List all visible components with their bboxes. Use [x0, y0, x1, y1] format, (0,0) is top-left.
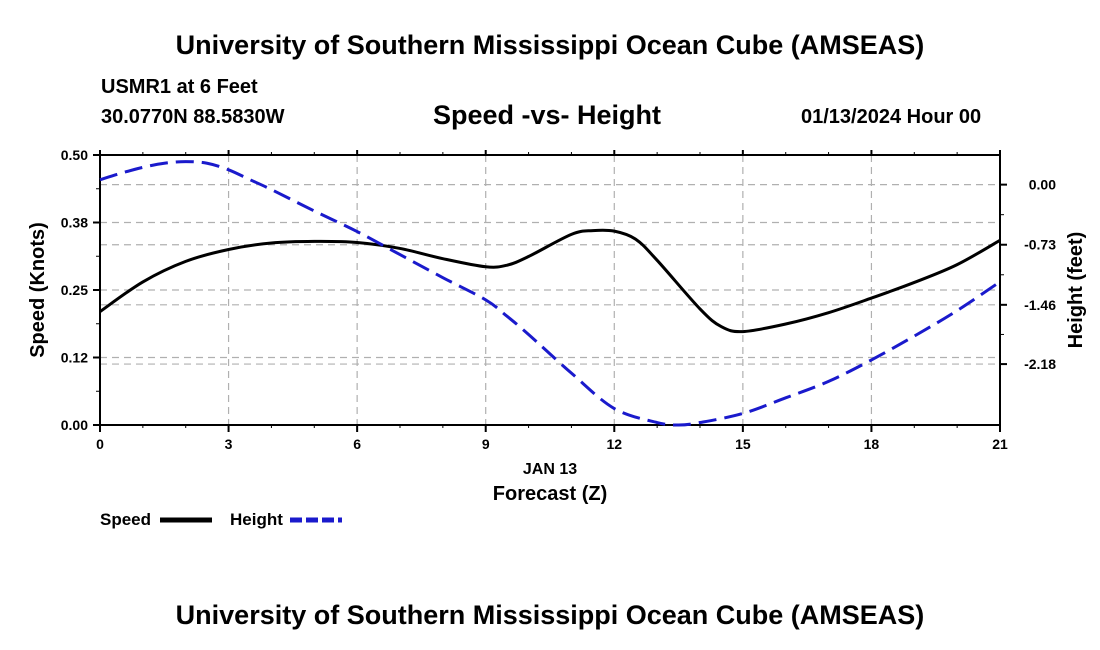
y2-tick-label: -2.18: [1024, 356, 1056, 372]
x-tick-label: 0: [96, 436, 104, 452]
x-tick-label: 9: [482, 436, 490, 452]
tick-labels: 0 3 6 9 12 15 18 21 0.00 0.12 0.25 0.38 0.50 0.00 -0.7…: [61, 147, 1056, 452]
footer-title: University of Southern Mississippi Ocean…: [175, 600, 925, 630]
plot-title: Speed -vs- Height: [433, 100, 662, 130]
y-tick-label: 0.25: [61, 282, 88, 298]
main-title: University of Southern Mississippi Ocean…: [175, 30, 925, 60]
x-tick-label: 6: [353, 436, 361, 452]
y-tick-label: 0.12: [61, 350, 88, 366]
x-tick-label: 3: [225, 436, 233, 452]
y2-tick-label: -1.46: [1024, 297, 1056, 313]
date-label: 01/13/2024 Hour 00: [801, 106, 982, 128]
y2-tick-label: 0.00: [1029, 177, 1056, 193]
station-label: USMR1 at 6 Feet: [101, 76, 258, 98]
legend-speed-label: Speed: [100, 510, 151, 529]
x-tick-label: 18: [864, 436, 880, 452]
y2-tick-label: -0.73: [1024, 237, 1056, 253]
y-tick-label: 0.38: [61, 215, 88, 231]
y-axis-title: Speed (Knots): [27, 222, 49, 358]
height-series-line: [99, 160, 1001, 427]
y2-axis-title: Height (feet): [1065, 232, 1087, 349]
x-axis-date-label: JAN 13: [523, 461, 577, 478]
location-label: 30.0770N 88.5830W: [101, 106, 285, 128]
axis-ticks: [93, 150, 1007, 432]
data-series: [99, 160, 1001, 427]
grid-lines: [100, 155, 1000, 425]
x-tick-label: 21: [992, 436, 1008, 452]
y-tick-label: 0.50: [61, 147, 88, 163]
legend-height-label: Height: [230, 510, 283, 529]
x-tick-label: 15: [735, 436, 751, 452]
speed-series-line: [99, 228, 1001, 334]
y-tick-label: 0.00: [61, 417, 88, 433]
x-tick-label: 12: [606, 436, 622, 452]
x-axis-title: Forecast (Z): [493, 483, 607, 505]
